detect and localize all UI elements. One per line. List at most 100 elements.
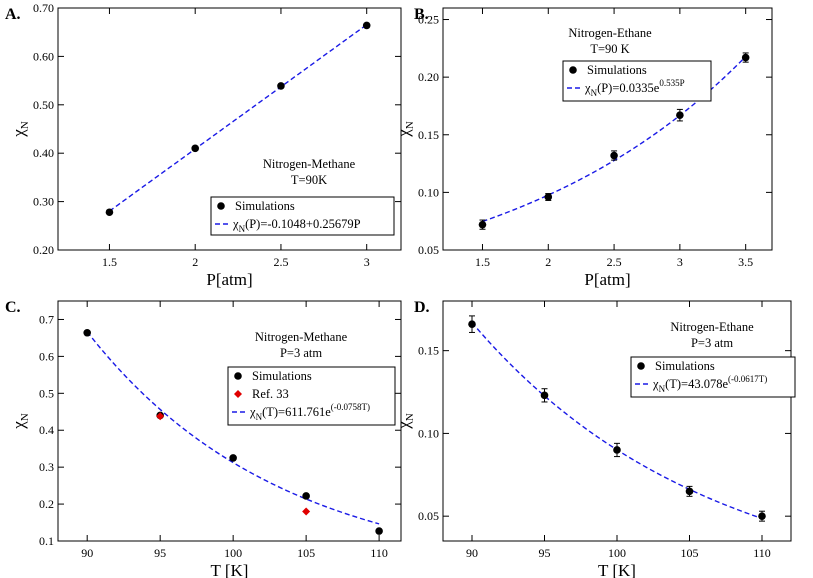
legend-marker-simulations bbox=[217, 202, 225, 210]
y-tick-label: 0.2 bbox=[39, 497, 54, 511]
fit-legend-run: (T)=43.078e bbox=[665, 377, 728, 391]
x-tick-label: 2.5 bbox=[607, 255, 622, 269]
reference-point bbox=[302, 507, 311, 516]
legend-box bbox=[227, 366, 396, 426]
simulation-point bbox=[741, 53, 750, 62]
annotation-line: Nitrogen-Ethane bbox=[670, 320, 754, 334]
x-tick-label: 110 bbox=[753, 546, 771, 560]
y-tick-label: 0.10 bbox=[418, 185, 439, 199]
y-axis-label: χN bbox=[394, 121, 416, 138]
y-tick-label: 0.15 bbox=[418, 128, 439, 142]
x-tick-label: 95 bbox=[154, 546, 166, 560]
x-tick-label: 2.5 bbox=[273, 255, 288, 269]
simulation-point bbox=[676, 111, 684, 119]
panel-label: A. bbox=[5, 6, 21, 23]
annotation-line: P=3 atm bbox=[280, 346, 322, 360]
y-tick-label: 0.20 bbox=[418, 70, 439, 84]
y-tick-label: 0.20 bbox=[33, 243, 54, 257]
y-tick-label: 0.15 bbox=[418, 344, 439, 358]
ylabel-sub: N bbox=[404, 413, 416, 421]
fit-legend-run: N bbox=[659, 384, 666, 394]
legend-box bbox=[210, 196, 395, 236]
x-tick-label: 105 bbox=[297, 546, 315, 560]
y-tick-label: 0.40 bbox=[33, 146, 54, 160]
x-tick-label: 90 bbox=[81, 546, 93, 560]
fit-legend-run: χ bbox=[232, 217, 239, 231]
fit-curve bbox=[471, 322, 763, 520]
simulation-point bbox=[610, 151, 618, 160]
ylabel-chi: χ bbox=[394, 129, 413, 138]
x-tick-label: 3 bbox=[364, 255, 370, 269]
plot-frame bbox=[442, 7, 773, 251]
plot-frame bbox=[57, 300, 402, 542]
y-tick-label: 0.3 bbox=[39, 460, 54, 474]
simulation-point bbox=[277, 82, 285, 90]
y-tick-label: 0.10 bbox=[418, 426, 439, 440]
legend-marker-reference bbox=[234, 390, 242, 398]
x-tick-label: 100 bbox=[224, 546, 242, 560]
annotation-line: T=90 K bbox=[590, 42, 629, 56]
legend-box bbox=[562, 60, 712, 102]
annotation-line: Nitrogen-Methane bbox=[255, 330, 348, 344]
simulation-point bbox=[302, 492, 310, 500]
fit-legend-run: (P)=-0.1048+0.25679P bbox=[245, 217, 361, 231]
simulation-point bbox=[229, 454, 237, 462]
x-tick-label: 90 bbox=[466, 546, 478, 560]
ylabel-chi: χ bbox=[394, 421, 413, 430]
ylabel-sub: N bbox=[404, 121, 416, 129]
fit-legend-run: 0.535P bbox=[659, 78, 684, 88]
plot-frame bbox=[442, 300, 792, 542]
simulation-point bbox=[375, 527, 383, 535]
legend-label-simulations: Simulations bbox=[655, 359, 715, 373]
legend-label-fit: χN(T)=43.078e(-0.0617T) bbox=[652, 374, 767, 394]
simulation-point bbox=[478, 220, 487, 229]
y-tick-label: 0.4 bbox=[39, 423, 54, 437]
ylabel-chi: χ bbox=[9, 421, 28, 430]
simulation-point bbox=[544, 193, 553, 201]
annotation-line: T=90K bbox=[291, 173, 327, 187]
annotation-line: Nitrogen-Methane bbox=[263, 157, 356, 171]
legend-label-simulations: Simulations bbox=[235, 199, 295, 213]
y-tick-label: 0.25 bbox=[418, 13, 439, 27]
y-tick-label: 0.6 bbox=[39, 349, 54, 363]
y-tick-label: 0.05 bbox=[418, 509, 439, 523]
simulation-point bbox=[613, 446, 621, 454]
panel-label: D. bbox=[414, 299, 430, 316]
simulation-point bbox=[540, 391, 549, 400]
fit-legend-run: χ bbox=[652, 377, 659, 391]
panel-a: A. 1.5 2 2.5 3 0.20 0.30 0.40 0.50 0.60 0.70 P[atm]… bbox=[5, 1, 402, 289]
legend-label-fit: χN(P)=0.0335e0.535P bbox=[584, 78, 685, 98]
fit-curve bbox=[86, 331, 380, 525]
annotation-line: P=3 atm bbox=[691, 336, 733, 350]
legend-label-simulations: Simulations bbox=[252, 369, 312, 383]
legend-label-reference: Ref. 33 bbox=[252, 387, 289, 401]
y-axis-label: χN bbox=[394, 413, 416, 430]
plot-frame bbox=[57, 7, 402, 251]
fit-legend-run: χ bbox=[584, 81, 591, 95]
fit-legend-run: (P)=0.0335e bbox=[597, 81, 660, 95]
fit-legend-run: N bbox=[256, 412, 263, 422]
legend-box bbox=[630, 356, 796, 398]
x-tick-label: 110 bbox=[370, 546, 388, 560]
x-tick-label: 100 bbox=[608, 546, 626, 560]
fit-legend-run: χ bbox=[249, 405, 256, 419]
x-tick-label: 105 bbox=[681, 546, 699, 560]
ylabel-sub: N bbox=[19, 413, 31, 421]
fit-legend-run: N bbox=[239, 224, 246, 234]
legend-marker-simulations bbox=[234, 372, 242, 380]
panel-label: B. bbox=[414, 6, 429, 23]
y-tick-label: 0.30 bbox=[33, 195, 54, 209]
simulation-point bbox=[468, 320, 476, 328]
x-tick-label: 1.5 bbox=[102, 255, 117, 269]
simulation-point bbox=[105, 208, 114, 217]
panel-c: C. 90 95 100 105 110 0.1 0.2 0.3 0.4 0.5 0.6 0.7 T [K… bbox=[5, 299, 402, 578]
legend-marker-simulations bbox=[637, 362, 645, 370]
ylabel-chi: χ bbox=[9, 129, 28, 138]
y-tick-label: 0.70 bbox=[33, 1, 54, 15]
simulation-point bbox=[83, 328, 91, 337]
simulation-point bbox=[191, 144, 199, 153]
